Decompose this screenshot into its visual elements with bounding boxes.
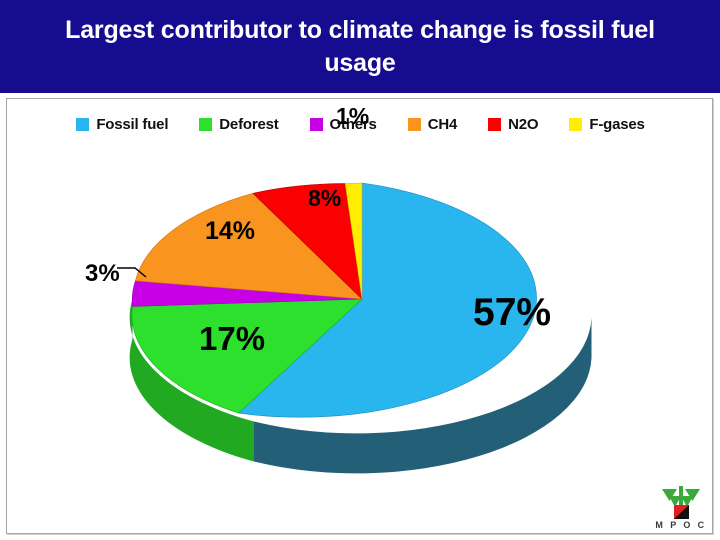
legend-item-n2o[interactable]: N2O xyxy=(488,116,539,133)
legend-swatch-others xyxy=(309,118,323,131)
data-label-others: 3% xyxy=(85,260,120,287)
pie-3d-sides xyxy=(129,299,592,474)
logo-square-black xyxy=(674,505,689,519)
pie-slice-f-gases[interactable] xyxy=(344,182,363,300)
data-label-fossil-fuel: 57% xyxy=(473,291,552,334)
legend-item-deforest[interactable]: Deforest xyxy=(199,116,279,133)
legend-swatch-n2o xyxy=(488,118,502,131)
legend-swatch-fossil-fuel xyxy=(76,118,90,131)
legend-item-others[interactable]: Others xyxy=(309,116,377,133)
legend-label-deforest: Deforest xyxy=(219,116,279,133)
data-label-f-gases: 1% xyxy=(336,103,370,129)
mpoc-logo-text: M P O C xyxy=(655,520,707,530)
legend-swatch-deforest xyxy=(199,118,213,131)
mpoc-logo: M P O C xyxy=(652,484,710,534)
pie-slice-deforest[interactable] xyxy=(131,298,363,414)
pie-chart-svg xyxy=(117,182,592,474)
legend-item-fossil-fuel[interactable]: Fossil fuel xyxy=(76,116,168,133)
pie-slice-fossil-fuel[interactable] xyxy=(237,182,537,418)
page-title: Largest contributor to climate change is… xyxy=(65,15,655,77)
legend-item-ch4[interactable]: CH4 xyxy=(407,116,458,133)
legend-swatch-f-gases xyxy=(569,118,583,131)
legend-label-f-gases: F-gases xyxy=(589,116,645,133)
data-label-n2o: 8% xyxy=(308,185,342,211)
title-banner: Largest contributor to climate change is… xyxy=(0,0,720,93)
data-label-ch4: 14% xyxy=(205,217,256,245)
pie-side-deforest xyxy=(129,299,254,462)
leader-line-others xyxy=(117,267,147,278)
pie-slices xyxy=(131,182,537,418)
pie-side-fossil-fuel xyxy=(254,318,592,474)
legend-label-ch4: CH4 xyxy=(427,116,458,133)
legend-label-fossil-fuel: Fossil fuel xyxy=(96,116,169,133)
legend-item-f-gases[interactable]: F-gases xyxy=(569,116,645,133)
data-label-deforest: 17% xyxy=(199,320,266,357)
chart-legend: Fossil fuel Deforest Others CH4 N2O F-ga… xyxy=(7,116,714,133)
palm-tree-icon xyxy=(662,486,700,519)
pie-chart: 57% 17% 3% 14% 8% 1% xyxy=(7,105,714,535)
legend-label-n2o: N2O xyxy=(508,116,539,133)
legend-label-others: Others xyxy=(329,116,377,133)
chart-panel: Fossil fuel Deforest Others CH4 N2O F-ga… xyxy=(6,98,713,534)
legend-swatch-ch4 xyxy=(407,118,421,131)
